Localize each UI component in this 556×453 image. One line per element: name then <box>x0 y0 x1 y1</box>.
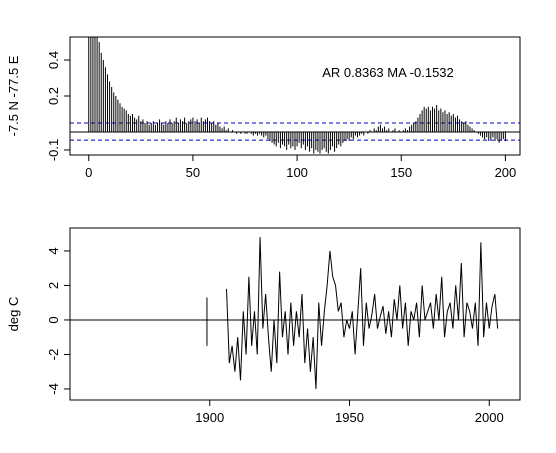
y-tick-label: 2 <box>46 282 61 289</box>
y-tick-label: -2 <box>46 349 61 361</box>
y-tick-label: 0 <box>46 316 61 323</box>
x-tick-label: 50 <box>186 165 200 180</box>
y-tick-label: -0.1 <box>46 139 61 161</box>
x-tick-label: 0 <box>85 165 92 180</box>
annotation: AR 0.8363 MA -0.1532 <box>322 65 454 80</box>
plot-area <box>70 37 520 154</box>
y-axis-label: deg C <box>6 297 21 332</box>
y-tick-label: 0.2 <box>46 87 61 105</box>
y-tick-label: -4 <box>46 383 61 395</box>
y-tick-label: 4 <box>46 247 61 254</box>
x-tick-label: 1950 <box>335 410 364 425</box>
x-tick-label: 1900 <box>195 410 224 425</box>
y-axis-label: -7.5 N -77.5 E <box>6 55 21 136</box>
y-tick-label: 0.4 <box>46 51 61 69</box>
x-tick-label: 200 <box>495 165 517 180</box>
x-tick-label: 100 <box>286 165 308 180</box>
plot-frame <box>69 227 521 401</box>
plot-area <box>70 237 520 389</box>
x-tick-label: 150 <box>390 165 412 180</box>
x-tick-label: 2000 <box>475 410 504 425</box>
series-line <box>206 237 499 389</box>
